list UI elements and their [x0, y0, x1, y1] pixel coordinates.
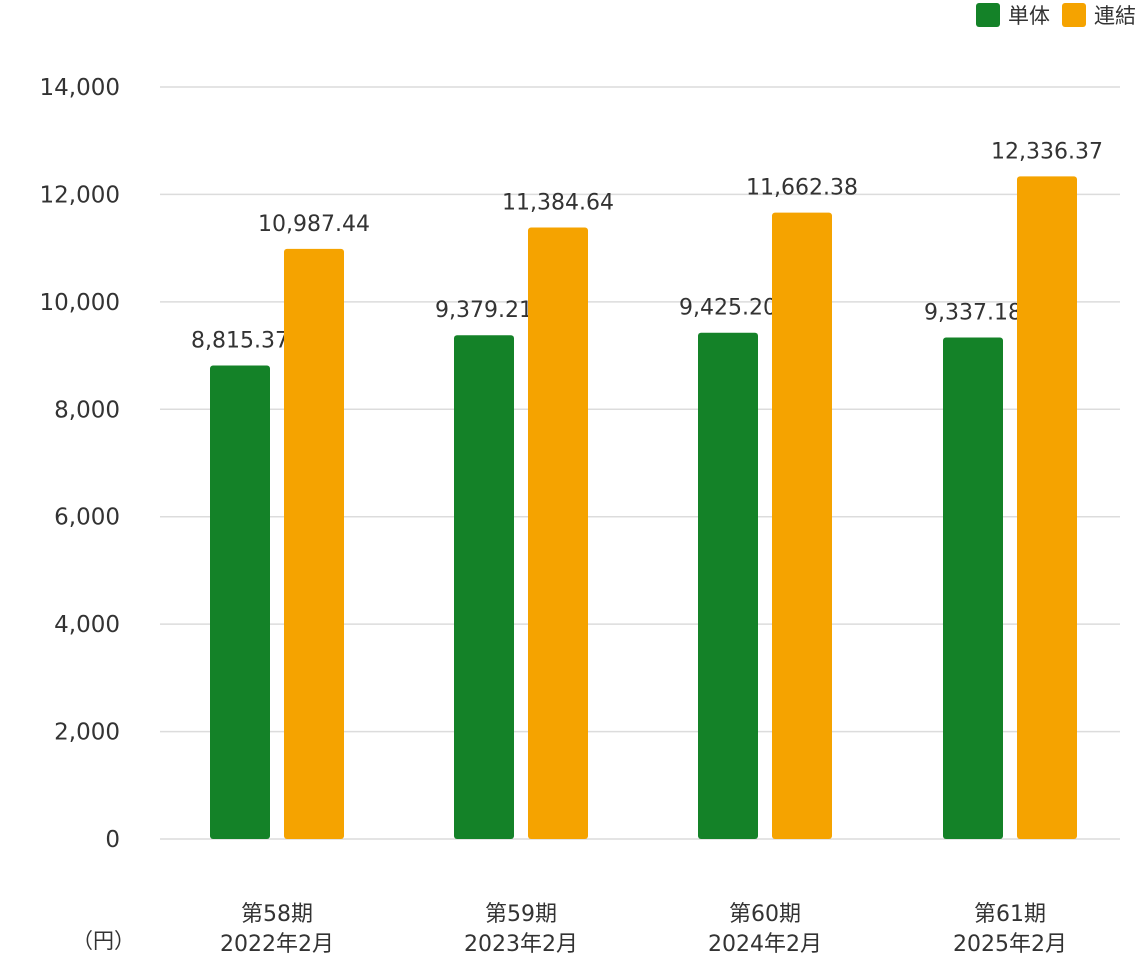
bar — [772, 212, 832, 839]
data-label: 9,425.20 — [679, 296, 777, 321]
x-tick-label-period: 第59期 — [485, 902, 557, 927]
y-tick-label: 14,000 — [40, 75, 120, 101]
y-tick-label: 12,000 — [40, 182, 120, 208]
legend-label-single: 単体 — [1008, 4, 1050, 28]
y-tick-label: 2,000 — [54, 720, 120, 746]
legend-item-consolidated: 連結 — [1062, 0, 1136, 30]
x-tick-label-date: 2024年2月 — [708, 932, 822, 957]
y-tick-label: 4,000 — [54, 612, 120, 638]
x-tick-label-date: 2022年2月 — [220, 932, 334, 957]
y-unit-label: （円） — [72, 929, 135, 953]
y-tick-label: 0 — [105, 827, 120, 853]
y-tick-label: 8,000 — [54, 397, 120, 423]
y-tick-label: 6,000 — [54, 505, 120, 531]
legend-swatch-single — [976, 3, 1000, 27]
data-label: 11,384.64 — [502, 190, 614, 215]
bar — [454, 335, 514, 839]
y-tick-label: 10,000 — [40, 290, 120, 316]
data-label: 9,337.18 — [924, 300, 1022, 325]
bar — [210, 365, 270, 839]
legend-item-single: 単体 — [976, 0, 1050, 30]
legend: 単体 連結 — [976, 0, 1136, 30]
data-label: 10,987.44 — [258, 212, 370, 237]
bar — [1017, 176, 1077, 839]
legend-swatch-consolidated — [1062, 3, 1086, 27]
x-tick-label-date: 2025年2月 — [953, 932, 1067, 957]
bar — [284, 248, 344, 839]
data-label: 12,336.37 — [991, 139, 1103, 164]
data-label: 8,815.37 — [191, 328, 289, 353]
bar — [943, 337, 1003, 839]
bar — [698, 332, 758, 839]
x-tick-label-period: 第60期 — [729, 902, 801, 927]
bar — [528, 227, 588, 840]
legend-label-consolidated: 連結 — [1094, 4, 1136, 28]
data-label: 9,379.21 — [435, 298, 533, 323]
x-tick-label-period: 第58期 — [241, 902, 313, 927]
data-label: 11,662.38 — [746, 176, 858, 201]
x-tick-label-period: 第61期 — [974, 902, 1046, 927]
x-tick-label-date: 2023年2月 — [464, 932, 578, 957]
